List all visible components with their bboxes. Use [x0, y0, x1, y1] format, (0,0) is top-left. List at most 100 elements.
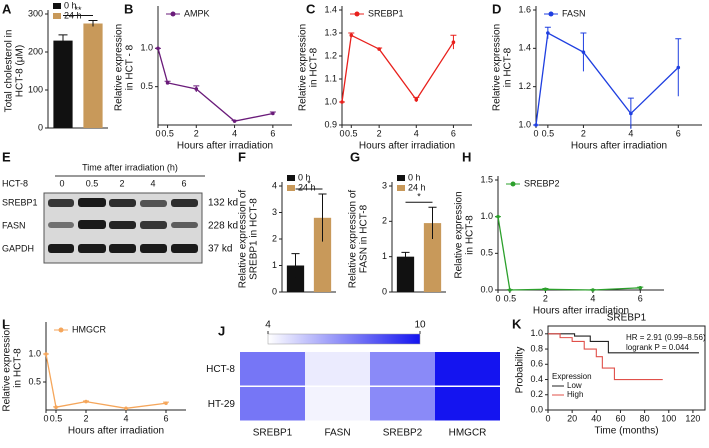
y-tick-label: 0.5	[480, 248, 493, 258]
y-axis-label: FASN in HCT-8	[359, 204, 370, 273]
x-tick-label: 4	[590, 293, 595, 303]
point	[414, 97, 419, 102]
panel-letter: K	[512, 316, 522, 331]
x-tick-label: 0	[495, 293, 500, 303]
cell-line: HCT-8	[2, 178, 28, 188]
legend-label: 0 h	[298, 172, 311, 182]
y-tick-label: 1.5	[480, 174, 493, 184]
y-tick-label: 1	[272, 260, 277, 270]
x-tick-label: 6	[676, 128, 681, 138]
lane-label: 0.5	[86, 178, 99, 188]
bar	[286, 265, 305, 292]
y-axis-label: Relative expression of	[348, 190, 359, 289]
y-axis-label: Relative expression	[114, 24, 125, 111]
point	[676, 65, 681, 70]
x-tick-label: 100	[661, 413, 676, 423]
series-line	[341, 34, 454, 103]
y-axis-label: in HCT-8	[309, 47, 320, 87]
point	[194, 87, 199, 91]
x-tick-label: 0	[339, 128, 344, 138]
bar	[83, 23, 103, 128]
y-tick-label: 0.5	[28, 376, 41, 386]
point	[546, 31, 550, 35]
panel-letter: G	[350, 149, 360, 164]
heat-cell	[240, 352, 305, 386]
y-axis-label: in HCT - 8	[125, 44, 136, 90]
y-tick-label: 0.4	[530, 374, 543, 384]
column-label: HMGCR	[449, 428, 487, 439]
chart-title: SREBP1	[607, 313, 647, 324]
series-line	[535, 31, 679, 126]
legend-marker	[354, 11, 360, 17]
x-tick-label: 0.5	[504, 293, 517, 303]
series-line	[45, 353, 167, 409]
x-tick-label: 2	[194, 128, 199, 138]
point	[508, 288, 512, 292]
x-tick-label: 0.5	[542, 128, 555, 138]
point	[44, 352, 48, 356]
legend-swatch	[287, 185, 295, 191]
y-axis-label: Probability	[515, 347, 526, 394]
legend-swatch	[53, 3, 61, 9]
x-axis-label: Time (months)	[594, 426, 658, 437]
point	[638, 286, 643, 290]
western-blot: E Time after irradiation (h) HCT-8 0 0.5…	[2, 149, 238, 264]
heat-cell	[435, 352, 500, 386]
y-axis-label: Relative expression	[492, 24, 503, 111]
y-tick-label: 0	[38, 122, 43, 132]
y-tick-label: 1.1	[324, 73, 337, 83]
legend-label: SREBP1	[368, 8, 404, 18]
x-tick-label: 4	[628, 128, 633, 138]
lane-label: 6	[181, 178, 186, 188]
x-tick-label: 6	[270, 128, 275, 138]
x-tick-label: 4	[123, 413, 128, 423]
error-bar	[318, 193, 327, 242]
point	[156, 46, 160, 51]
heat-cell	[435, 387, 500, 421]
y-tick-label: 1.0	[28, 348, 41, 358]
x-tick-label: 120	[685, 413, 700, 423]
y-axis-label: in HCT-8	[13, 348, 24, 388]
point	[377, 47, 381, 51]
heat-cell	[305, 352, 370, 386]
colorbar	[267, 333, 421, 345]
x-tick-label: 6	[451, 128, 456, 138]
y-tick-label: 0	[382, 286, 387, 296]
y-tick-label: 0.2	[530, 389, 543, 399]
y-tick-label: 1.0	[324, 96, 337, 106]
protein-label: SREBP1	[2, 197, 38, 207]
size-label: 37 kd	[208, 244, 232, 255]
y-tick-label: 1.6	[518, 4, 531, 14]
x-tick-label: 40	[591, 413, 601, 423]
x-tick-label: 0.5	[345, 128, 358, 138]
x-axis-label: Hours after irradiation	[571, 141, 667, 152]
y-axis-label: Relative expression	[2, 324, 13, 411]
y-tick-label: 1.2	[324, 50, 337, 60]
legend-label: 0 h	[64, 0, 77, 10]
colorbar-label: 4	[265, 320, 271, 331]
y-tick-label: 300	[28, 8, 43, 18]
y-tick-label: 0	[272, 286, 277, 296]
error-bar	[401, 251, 410, 261]
x-tick-label: 6	[163, 413, 168, 423]
panel-letter: H	[462, 149, 471, 164]
panel-letter: D	[492, 1, 501, 16]
x-tick-label: 2	[543, 293, 548, 303]
legend-title: Expression	[552, 372, 592, 381]
y-tick-label: 1.4	[518, 43, 531, 53]
bar	[423, 223, 442, 292]
lane-label: 0	[59, 178, 64, 188]
heat-cell	[370, 387, 435, 421]
y-tick-label: 0.6	[530, 359, 543, 369]
bar	[53, 40, 73, 128]
y-tick-label: 1.3	[324, 27, 337, 37]
annotation: HR = 2.91 (0.99−8.56)	[626, 333, 706, 342]
x-tick-label: 2	[581, 128, 586, 138]
point	[164, 401, 168, 406]
column-label: FASN	[324, 428, 350, 439]
protein-label: FASN	[2, 220, 26, 230]
point	[84, 399, 88, 404]
protein-label: GAPDH	[2, 243, 34, 253]
legend-label: AMPK	[184, 8, 210, 18]
legend-label: 24 h	[408, 182, 426, 192]
